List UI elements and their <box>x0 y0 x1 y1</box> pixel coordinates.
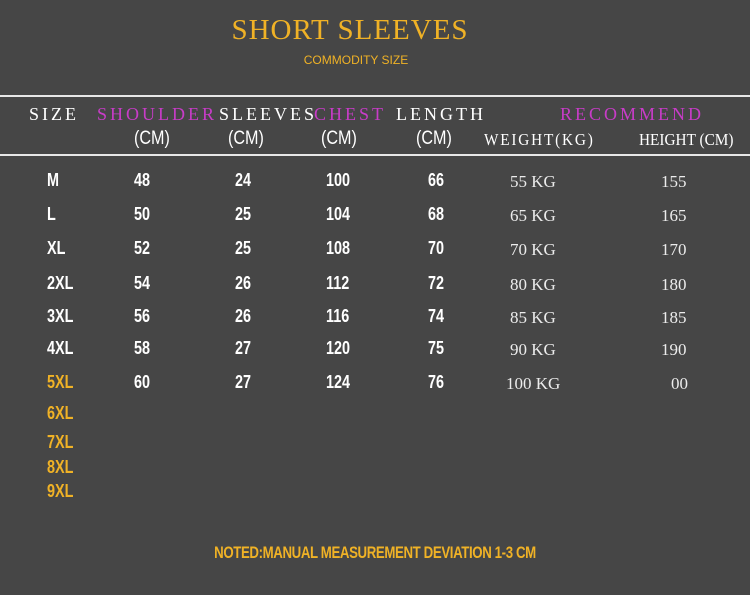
cell-height: 180 <box>661 275 687 294</box>
extra-size-label: 8XL <box>47 457 74 477</box>
extra-size-label: 6XL <box>47 403 74 423</box>
header-weight: WEIGHT(KG) <box>484 130 595 149</box>
cell-sleeves: 25 <box>235 204 252 224</box>
cell-size: 4XL <box>47 338 74 358</box>
cell-height: 00 <box>671 374 688 393</box>
cell-length: 72 <box>428 273 445 293</box>
cell-sleeves: 26 <box>235 306 252 326</box>
cell-shoulder: 52 <box>134 238 151 258</box>
unit-length: (CM) <box>416 128 452 149</box>
cell-height: 190 <box>661 340 687 359</box>
chart-subtitle: COMMODITY SIZE <box>303 53 409 67</box>
chart-title: SHORT SLEEVES <box>231 14 469 46</box>
cell-height: 170 <box>661 240 687 259</box>
cell-chest: 104 <box>326 204 351 224</box>
cell-chest: 108 <box>326 238 351 258</box>
cell-weight: 100 KG <box>506 374 561 393</box>
cell-chest: 120 <box>326 338 351 358</box>
header-height: HEIGHT (CM) <box>639 130 734 149</box>
cell-size: 2XL <box>47 273 74 293</box>
cell-size: M <box>47 170 59 190</box>
cell-weight: 85 KG <box>510 308 556 327</box>
cell-height: 155 <box>661 172 687 191</box>
measurement-note: NOTED:MANUAL MEASUREMENT DEVIATION 1-3 C… <box>214 543 536 562</box>
cell-size: 5XL <box>47 372 74 392</box>
cell-chest: 116 <box>326 306 350 326</box>
cell-shoulder: 58 <box>134 338 151 358</box>
header-size: SIZE <box>29 104 79 124</box>
header-length: LENGTH <box>396 104 486 124</box>
extra-size-label: 9XL <box>47 481 74 501</box>
cell-shoulder: 50 <box>134 204 151 224</box>
cell-length: 70 <box>428 238 445 258</box>
cell-length: 76 <box>428 372 445 392</box>
cell-size: 3XL <box>47 306 74 326</box>
header-shoulder: SHOULDER <box>97 104 218 124</box>
cell-chest: 100 <box>326 170 351 190</box>
cell-shoulder: 56 <box>134 306 151 326</box>
cell-weight: 55 KG <box>510 172 556 191</box>
cell-size: L <box>47 204 56 224</box>
cell-weight: 65 KG <box>510 206 556 225</box>
cell-weight: 90 KG <box>510 340 556 359</box>
divider-top <box>0 95 750 97</box>
cell-sleeves: 26 <box>235 273 252 293</box>
cell-length: 68 <box>428 204 445 224</box>
header-chest: CHEST <box>314 104 387 124</box>
cell-chest: 112 <box>326 273 350 293</box>
unit-sleeves: (CM) <box>228 128 264 149</box>
cell-sleeves: 27 <box>235 372 252 392</box>
extra-size-label: 7XL <box>47 432 74 452</box>
header-sleeves: SLEEVES <box>219 104 318 124</box>
cell-height: 185 <box>661 308 687 327</box>
cell-size: XL <box>47 238 66 258</box>
cell-length: 75 <box>428 338 445 358</box>
unit-shoulder: (CM) <box>134 128 170 149</box>
divider-bottom <box>0 154 750 156</box>
cell-weight: 70 KG <box>510 240 556 259</box>
cell-height: 165 <box>661 206 687 225</box>
cell-sleeves: 25 <box>235 238 252 258</box>
cell-shoulder: 60 <box>134 372 151 392</box>
cell-shoulder: 48 <box>134 170 151 190</box>
cell-chest: 124 <box>326 372 351 392</box>
cell-weight: 80 KG <box>510 275 556 294</box>
cell-length: 74 <box>428 306 445 326</box>
cell-sleeves: 27 <box>235 338 252 358</box>
cell-sleeves: 24 <box>235 170 252 190</box>
unit-chest: (CM) <box>321 128 357 149</box>
cell-length: 66 <box>428 170 445 190</box>
cell-shoulder: 54 <box>134 273 151 293</box>
header-recommend: RECOMMEND <box>560 104 705 124</box>
